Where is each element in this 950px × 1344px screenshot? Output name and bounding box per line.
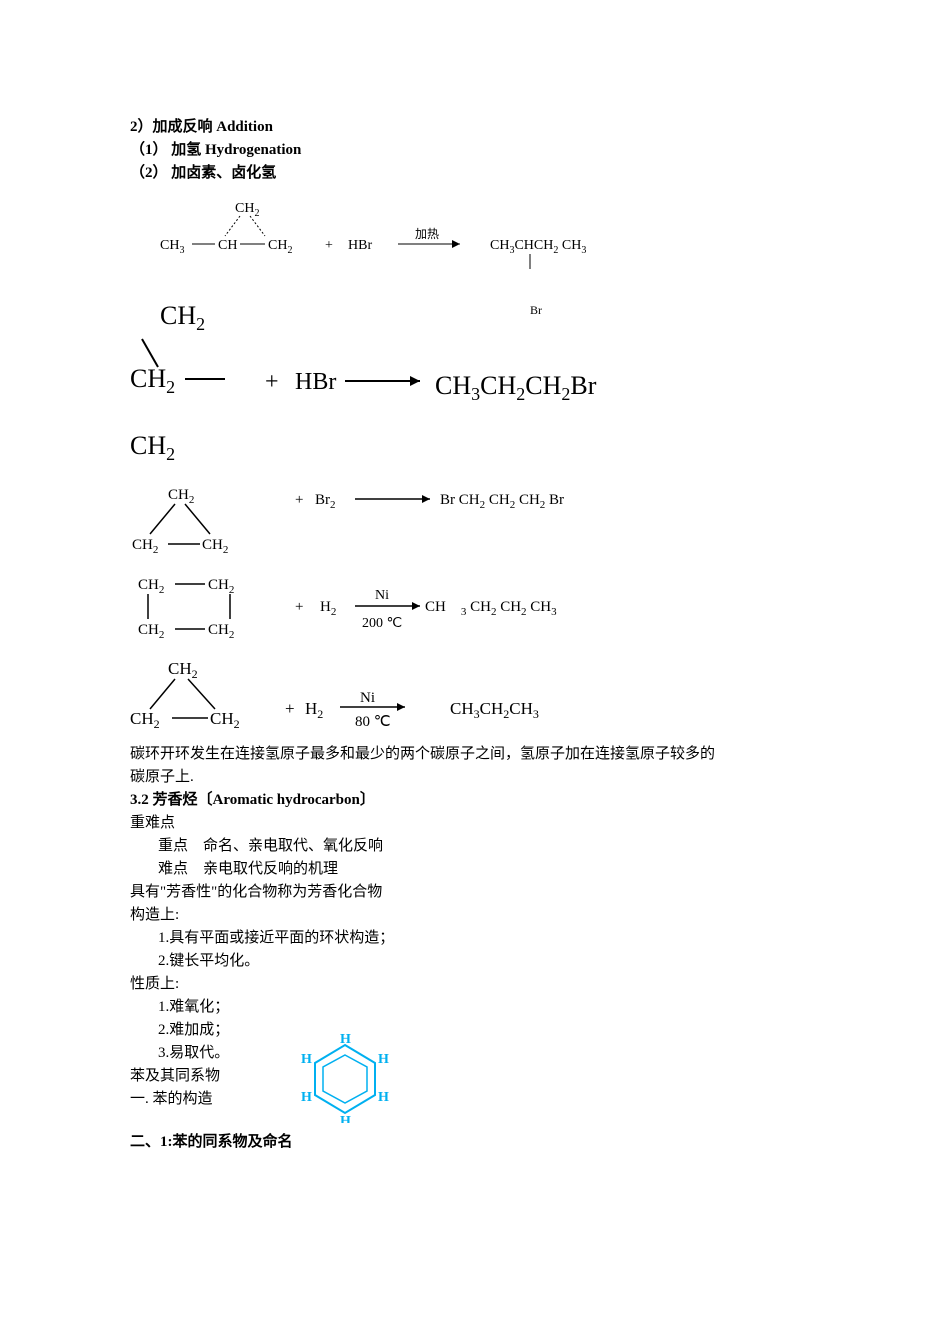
section32-heading: 3.2 芳香烃〔Aromatic hydrocarbon〕 xyxy=(130,790,820,811)
r4-br: CH2 xyxy=(208,622,234,641)
r2-ch2-top: CH2 xyxy=(160,301,205,334)
r3-br2: Br2 xyxy=(315,492,336,511)
r1-ch3: CH3 xyxy=(160,238,184,256)
r2-hbr: HBr xyxy=(295,369,336,395)
r4-plus: + xyxy=(295,599,303,615)
r4-h2: H2 xyxy=(320,599,336,618)
section2-sub1: （1） 加氢 Hydrogenation xyxy=(130,140,820,161)
ben-heading: 苯及其同系物 xyxy=(130,1066,820,1087)
zhong-text: 命名、亲电取代、氧化反响 xyxy=(203,838,383,854)
zhong-label: 重点 xyxy=(158,838,188,854)
xingzhi-2: 2.难加成； xyxy=(130,1020,820,1041)
xingzhi-1: 1.难氧化； xyxy=(130,997,820,1018)
ring-opening-note-2: 碳原子上. xyxy=(130,767,820,788)
r3-top: CH2 xyxy=(168,487,194,506)
ben-homolog: 二、1:苯的同系物及命名 xyxy=(130,1132,820,1153)
xingzhi-label: 性质上: xyxy=(130,974,820,995)
r4-tl: CH2 xyxy=(138,577,164,596)
r1-plus: + xyxy=(325,238,333,253)
benzene-h-top: H xyxy=(340,1033,351,1047)
r4-temp: 200 ℃ xyxy=(362,616,402,631)
r2-ch2-bot: CH2 xyxy=(130,431,175,464)
section2-sub2: （2） 加卤素、卤化氢 xyxy=(130,163,820,184)
r5-product: CH3CH2CH3 xyxy=(450,699,539,721)
r4-product: CH3 CH2 CH2 CH3 xyxy=(425,599,557,618)
r1-top-ch: CH2 xyxy=(235,201,259,219)
reaction-2-svg: Br CH2 CH2 CH2 + HBr CH3CH2CH2Br xyxy=(130,299,820,469)
reaction-4-svg: CH2 CH2 CH2 CH2 + H2 Ni 200 ℃ CH3 CH2 CH… xyxy=(130,569,820,644)
reaction-5-svg: CH2 CH2 CH2 + H2 Ni 80 ℃ CH3CH2CH3 xyxy=(130,654,820,734)
r2-plus: + xyxy=(265,369,279,395)
r4-tr: CH2 xyxy=(208,577,234,596)
benzene-h-br: H xyxy=(378,1090,389,1105)
r2-ch2-mid: CH2 xyxy=(130,364,175,397)
ring-opening-note-1: 碳环开环发生在连接氢原子最多和最少的两个碳原子之间，氢原子加在连接氢原子较多的 xyxy=(130,744,820,765)
spacer xyxy=(130,1112,820,1130)
zhong-line: 重点 命名、亲电取代、氧化反响 xyxy=(130,836,820,857)
reaction-3-svg: CH2 CH2 CH2 + Br2 Br CH2 CH2 CH2 Br xyxy=(130,479,820,559)
xingzhi-3: 3.易取代。 xyxy=(130,1043,820,1064)
r1-hbr: HBr xyxy=(348,238,372,253)
nan-line: 难点 亲电取代反响的机理 xyxy=(130,859,820,880)
gouzao-2: 2.键长平均化。 xyxy=(130,951,820,972)
nan-label: 难点 xyxy=(158,861,188,877)
r3-bl: CH2 xyxy=(132,537,158,556)
r3-plus: + xyxy=(295,492,303,508)
r5-cat: Ni xyxy=(360,690,375,706)
benzene-h-tr: H xyxy=(378,1052,389,1067)
reaction-2: Br CH2 CH2 CH2 + HBr CH3CH2CH2Br xyxy=(130,299,820,469)
benzene-icon: H H H H H H xyxy=(290,1033,400,1123)
gouzao-label: 构造上: xyxy=(130,905,820,926)
document-page: 2）加成反响 Addition （1） 加氢 Hydrogenation （2）… xyxy=(0,0,950,1215)
r3-br-corner: CH2 xyxy=(202,537,228,556)
r5-br-corner: CH2 xyxy=(210,709,240,731)
r5-temp: 80 ℃ xyxy=(355,714,391,730)
aromatic-def: 具有"芳香性"的化合物称为芳香化合物 xyxy=(130,882,820,903)
r5-plus: + xyxy=(285,699,295,718)
r1-br-below: Br xyxy=(530,303,542,317)
gouzao-1: 1.具有平面或接近平面的环状构造； xyxy=(130,928,820,949)
r5-h2: H2 xyxy=(305,699,323,721)
r1-arrow-label: 加热 xyxy=(415,227,439,241)
benzene-h-bot: H xyxy=(340,1114,351,1123)
r4-bl: CH2 xyxy=(138,622,164,641)
nan-text: 亲电取代反响的机理 xyxy=(203,861,338,877)
r5-top: CH2 xyxy=(168,659,198,681)
r5-bl: CH2 xyxy=(130,709,160,731)
r4-cat: Ni xyxy=(375,588,389,603)
ben-struct: 一. 苯的构造 xyxy=(130,1089,820,1110)
r1-product: CH3CHCH2 CH3 xyxy=(490,238,586,256)
zhong-nan-label: 重难点 xyxy=(130,813,820,834)
reaction-5: CH2 CH2 CH2 + H2 Ni 80 ℃ CH3CH2CH3 xyxy=(130,654,820,734)
reaction-1-svg: CH2 CH3 CH CH2 + HBr 加热 CH3CHCH2 CH3 xyxy=(130,194,820,289)
section2-heading: 2）加成反响 Addition xyxy=(130,117,820,138)
reaction-3: CH2 CH2 CH2 + Br2 Br CH2 CH2 CH2 Br xyxy=(130,479,820,559)
benzene-block: 3.易取代。 苯及其同系物 一. 苯的构造 H H H H H H xyxy=(130,1043,820,1110)
benzene-h-bl: H xyxy=(301,1090,312,1105)
reaction-4: CH2 CH2 CH2 CH2 + H2 Ni 200 ℃ CH3 CH2 CH… xyxy=(130,569,820,644)
benzene-h-tl: H xyxy=(301,1052,312,1067)
r1-ch2-right: CH2 xyxy=(268,238,292,256)
r1-ch-mid: CH xyxy=(218,238,237,253)
reaction-1: CH2 CH3 CH CH2 + HBr 加热 CH3CHCH2 CH3 xyxy=(130,194,820,289)
r3-product: Br CH2 CH2 CH2 Br xyxy=(440,492,564,511)
r2-product: CH3CH2CH2Br xyxy=(435,371,597,404)
